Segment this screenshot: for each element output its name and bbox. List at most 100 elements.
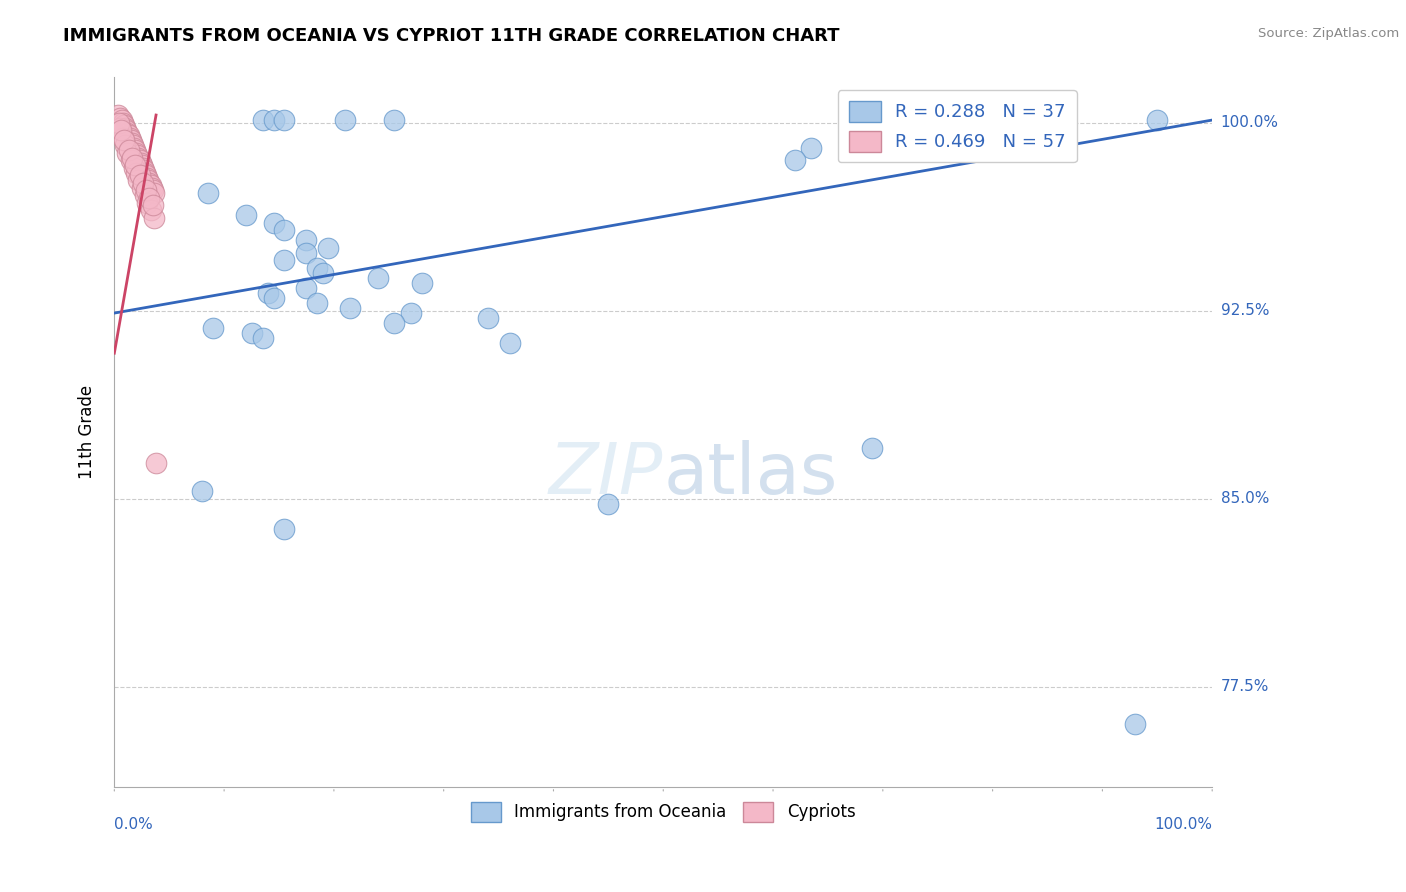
Point xyxy=(1123,717,1146,731)
Point xyxy=(240,326,263,340)
Point xyxy=(127,148,149,162)
Point xyxy=(124,143,146,157)
Point xyxy=(121,151,143,165)
Point xyxy=(399,306,422,320)
Point xyxy=(111,113,134,128)
Point xyxy=(139,178,162,193)
Point xyxy=(112,115,135,129)
Point xyxy=(318,241,340,255)
Point xyxy=(110,123,132,137)
Point xyxy=(598,497,620,511)
Point xyxy=(132,163,155,178)
Point xyxy=(498,336,520,351)
Text: IMMIGRANTS FROM OCEANIA VS CYPRIOT 11TH GRADE CORRELATION CHART: IMMIGRANTS FROM OCEANIA VS CYPRIOT 11TH … xyxy=(63,27,839,45)
Point xyxy=(783,153,806,168)
Point xyxy=(117,145,139,160)
Point xyxy=(141,180,163,194)
Point xyxy=(295,246,318,260)
Point xyxy=(122,138,145,153)
Point xyxy=(197,186,219,200)
Point xyxy=(122,161,145,175)
Point xyxy=(382,316,405,330)
Point xyxy=(191,484,214,499)
Point xyxy=(107,108,129,122)
Point xyxy=(382,113,405,128)
Point xyxy=(121,136,143,150)
Point xyxy=(142,186,165,200)
Point xyxy=(112,133,135,147)
Point xyxy=(114,120,136,135)
Point xyxy=(263,291,285,305)
Point xyxy=(135,183,157,197)
Text: atlas: atlas xyxy=(664,441,838,509)
Point xyxy=(273,223,295,237)
Point xyxy=(142,183,165,197)
Point xyxy=(235,208,257,222)
Point xyxy=(112,130,135,145)
Point xyxy=(367,271,389,285)
Point xyxy=(202,321,225,335)
Point xyxy=(295,281,318,295)
Point xyxy=(252,113,274,128)
Text: 85.0%: 85.0% xyxy=(1220,491,1268,506)
Point xyxy=(800,141,823,155)
Point xyxy=(263,113,285,128)
Point xyxy=(117,126,139,140)
Point xyxy=(138,173,160,187)
Point xyxy=(307,296,329,310)
Point xyxy=(134,166,156,180)
Point xyxy=(122,141,145,155)
Point xyxy=(860,442,883,456)
Text: 92.5%: 92.5% xyxy=(1220,303,1270,318)
Point xyxy=(139,203,162,218)
Point xyxy=(1146,113,1168,128)
Point xyxy=(124,158,146,172)
Point xyxy=(117,143,139,157)
Point xyxy=(307,260,329,275)
Point xyxy=(273,522,295,536)
Point xyxy=(295,233,318,247)
Point xyxy=(120,133,142,147)
Point xyxy=(273,113,295,128)
Point xyxy=(114,138,136,153)
Point xyxy=(257,285,280,300)
Point xyxy=(134,188,156,202)
Text: 100.0%: 100.0% xyxy=(1220,115,1278,130)
Point xyxy=(120,153,142,168)
Point xyxy=(125,166,148,180)
Point xyxy=(142,211,165,225)
Point xyxy=(128,168,150,182)
Point xyxy=(132,176,155,190)
Point xyxy=(107,115,129,129)
Point xyxy=(125,145,148,160)
Point xyxy=(131,180,153,194)
Point xyxy=(411,276,433,290)
Point xyxy=(115,123,138,137)
Y-axis label: 11th Grade: 11th Grade xyxy=(79,385,96,479)
Point xyxy=(117,128,139,142)
Point xyxy=(127,151,149,165)
Point xyxy=(108,120,131,135)
Point xyxy=(129,155,152,169)
Point xyxy=(339,301,361,315)
Point xyxy=(112,118,135,132)
Point xyxy=(108,111,131,125)
Text: Source: ZipAtlas.com: Source: ZipAtlas.com xyxy=(1258,27,1399,40)
Point xyxy=(138,176,160,190)
Point xyxy=(477,311,499,326)
Point xyxy=(312,266,335,280)
Point xyxy=(127,173,149,187)
Point xyxy=(252,331,274,345)
Point xyxy=(142,198,165,212)
Point xyxy=(136,195,159,210)
Point xyxy=(118,130,141,145)
Point xyxy=(145,457,167,471)
Point xyxy=(136,170,159,185)
Text: ZIP: ZIP xyxy=(548,441,664,509)
Point xyxy=(132,161,155,175)
Point xyxy=(333,113,356,128)
Point xyxy=(138,191,160,205)
Point xyxy=(273,253,295,268)
Text: 77.5%: 77.5% xyxy=(1220,679,1268,694)
Point xyxy=(135,168,157,182)
